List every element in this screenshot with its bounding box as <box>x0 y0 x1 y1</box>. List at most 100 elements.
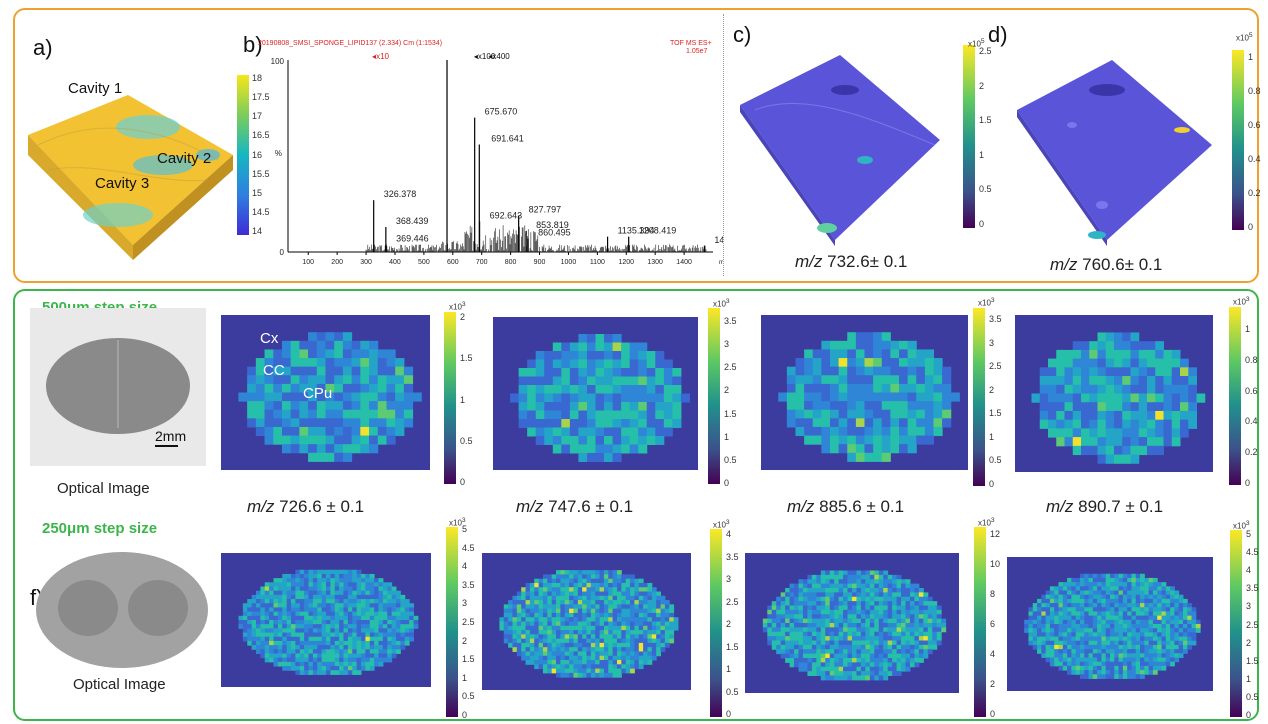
colorbar-e4 <box>1229 307 1241 485</box>
colorbar-f2-tick: 1.5 <box>726 641 739 652</box>
colorbar-f1-tick: 1.5 <box>462 654 475 665</box>
colorbar-c-tick: 1.5 <box>979 115 992 126</box>
colorbar-f4-tick: 2.5 <box>1246 619 1259 630</box>
heatmap-f1 <box>221 553 431 687</box>
colorbar-a-tick: 15.5 <box>252 168 270 179</box>
colorbar-f3-tick: 6 <box>990 619 996 629</box>
peak-label: 1470.161 <box>714 235 723 245</box>
x-tick-label: 1000 <box>561 259 577 266</box>
colorbar-f1-exponent: x103 <box>449 517 466 528</box>
x-tick-label: 200 <box>331 259 343 266</box>
surface-plot-d <box>1012 55 1222 250</box>
colorbar-c-tick: 1 <box>979 149 985 160</box>
mz-label-e1: m/z 726.6 ± 0.1 <box>247 497 365 516</box>
colorbar-f3-tick: 10 <box>990 559 1001 569</box>
optical-image-e <box>30 308 206 466</box>
colorbar-e2-tick: 0.5 <box>724 454 737 465</box>
colorbar-e1-exponent: x103 <box>449 301 466 312</box>
colorbar-f4-tick: 0 <box>1246 710 1252 720</box>
colorbar-e4-tick: 0.4 <box>1245 416 1258 427</box>
scale-bar-label: 2mm <box>155 428 187 444</box>
bottom-panel-frame <box>13 289 1259 721</box>
colorbar-d-exponent: x105 <box>1236 32 1253 43</box>
panel-label-d: d) <box>988 22 1008 47</box>
colorbar-f4-tick: 2 <box>1246 637 1252 648</box>
colorbar-e1-tick: 1 <box>460 394 466 405</box>
peak-label: 853.819 <box>536 220 569 230</box>
colorbar-e2-tick: 2.5 <box>724 362 737 373</box>
colorbar-c <box>963 45 975 228</box>
colorbar-f1-tick: 1 <box>462 672 468 683</box>
colorbar-f2-tick: 3.5 <box>726 551 739 562</box>
colorbar-e3-tick: 3.5 <box>989 314 1002 324</box>
colorbar-f4-tick: 1.5 <box>1246 655 1259 666</box>
colorbar-d-tick: 0 <box>1248 222 1254 232</box>
colorbar-a <box>237 75 249 235</box>
colorbar-d <box>1232 50 1244 230</box>
colorbar-d-tick: 0.8 <box>1248 86 1261 96</box>
panel-label-b: b) <box>243 32 263 57</box>
region-cpu: CPu <box>303 385 333 402</box>
colorbar-a-tick: 15 <box>252 187 263 198</box>
colorbar-f1-tick: 3.5 <box>462 579 475 590</box>
colorbar-e2-tick: 0 <box>724 478 730 488</box>
colorbar-f1-tick: 4.5 <box>462 542 475 553</box>
colorbar-a-tick: 16 <box>252 149 263 160</box>
peak-label: 369.446 <box>396 233 429 243</box>
colorbar-f2-tick: 0.5 <box>726 686 739 697</box>
colorbar-a-tick: 17.5 <box>252 92 270 103</box>
colorbar-d-tick: 0.4 <box>1248 154 1261 164</box>
colorbar-e3-tick: 0 <box>989 479 995 489</box>
colorbar-a-tick: 17 <box>252 111 263 122</box>
peak-label: 1208.419 <box>639 226 677 236</box>
heatmap-f2 <box>482 553 691 690</box>
colorbar-f4-tick: 0.5 <box>1246 691 1259 702</box>
colorbar-f4-tick: 3 <box>1246 601 1252 612</box>
y-axis-label: % <box>275 149 282 158</box>
colorbar-f1-tick: 0 <box>462 710 468 720</box>
colorbar-e1-tick: 0 <box>460 477 466 487</box>
colorbar-f4-tick: 4 <box>1246 565 1252 576</box>
heatmap-e4 <box>1015 315 1213 472</box>
colorbar-e1-tick: 0.5 <box>460 435 473 446</box>
x-tick-label: 100 <box>302 259 314 266</box>
surface-plot-a <box>18 75 238 275</box>
heatmap-e2 <box>493 317 698 470</box>
colorbar-f2-tick: 0 <box>726 709 732 719</box>
colorbar-f3-tick: 0 <box>990 709 996 719</box>
mz-label-e3: m/z 885.6 ± 0.1 <box>787 497 905 516</box>
panel-label-c: c) <box>733 22 752 47</box>
zoom-marker-x100: ◂x100 <box>474 52 496 61</box>
colorbar-f3-tick: 2 <box>990 679 996 689</box>
mass-spectrum: 100% 0 100 200 300 400 500 600 700 800 900 1000 1100… <box>258 52 752 274</box>
colorbar-f2-tick: 2.5 <box>726 596 739 607</box>
colorbar-e3-tick: 1.5 <box>989 408 1002 419</box>
colorbar-f3-tick: 12 <box>990 529 1001 539</box>
colorbar-e2-tick: 1 <box>724 431 730 442</box>
peak-label: 326.378 <box>384 189 417 199</box>
cavity-2-label: Cavity 2 <box>157 150 212 167</box>
colorbar-f1-tick: 5 <box>462 524 468 534</box>
colorbar-f1-tick: 2 <box>462 635 468 646</box>
colorbar-f2-exponent: x103 <box>713 519 730 530</box>
mz-label-d: m/z 760.6± 0.1 <box>1050 255 1163 274</box>
spectrum-header: 20190808_SMSI_SPONGE_LIPID137 (2.334) Cm… <box>258 40 443 47</box>
x-axis-unit: m/z <box>719 260 723 266</box>
step-size-250: 250μm step size <box>42 520 158 537</box>
colorbar-a-tick: 16.5 <box>252 130 270 141</box>
colorbar-f4-tick: 4.5 <box>1246 547 1259 558</box>
colorbar-e1-tick: 1.5 <box>460 353 473 364</box>
y-tick-label: 100 <box>271 57 285 66</box>
surface-plot-c <box>735 50 945 250</box>
colorbar-e2-tick: 3.5 <box>724 316 737 326</box>
colorbar-d-tick: 0.6 <box>1248 120 1261 130</box>
colorbar-f4-tick: 3.5 <box>1246 583 1259 594</box>
colorbar-f4-tick: 5 <box>1246 529 1252 539</box>
colorbar-f1-tick: 0.5 <box>462 691 475 702</box>
colorbar-f2-tick: 2 <box>726 619 732 629</box>
colorbar-e2-exponent: x103 <box>713 298 730 309</box>
mz-label-e2: m/z 747.6 ± 0.1 <box>516 497 634 516</box>
colorbar-e3-tick: 2 <box>989 384 995 395</box>
colorbar-e3 <box>973 308 985 486</box>
colorbar-e1-tick: 2 <box>460 312 466 322</box>
